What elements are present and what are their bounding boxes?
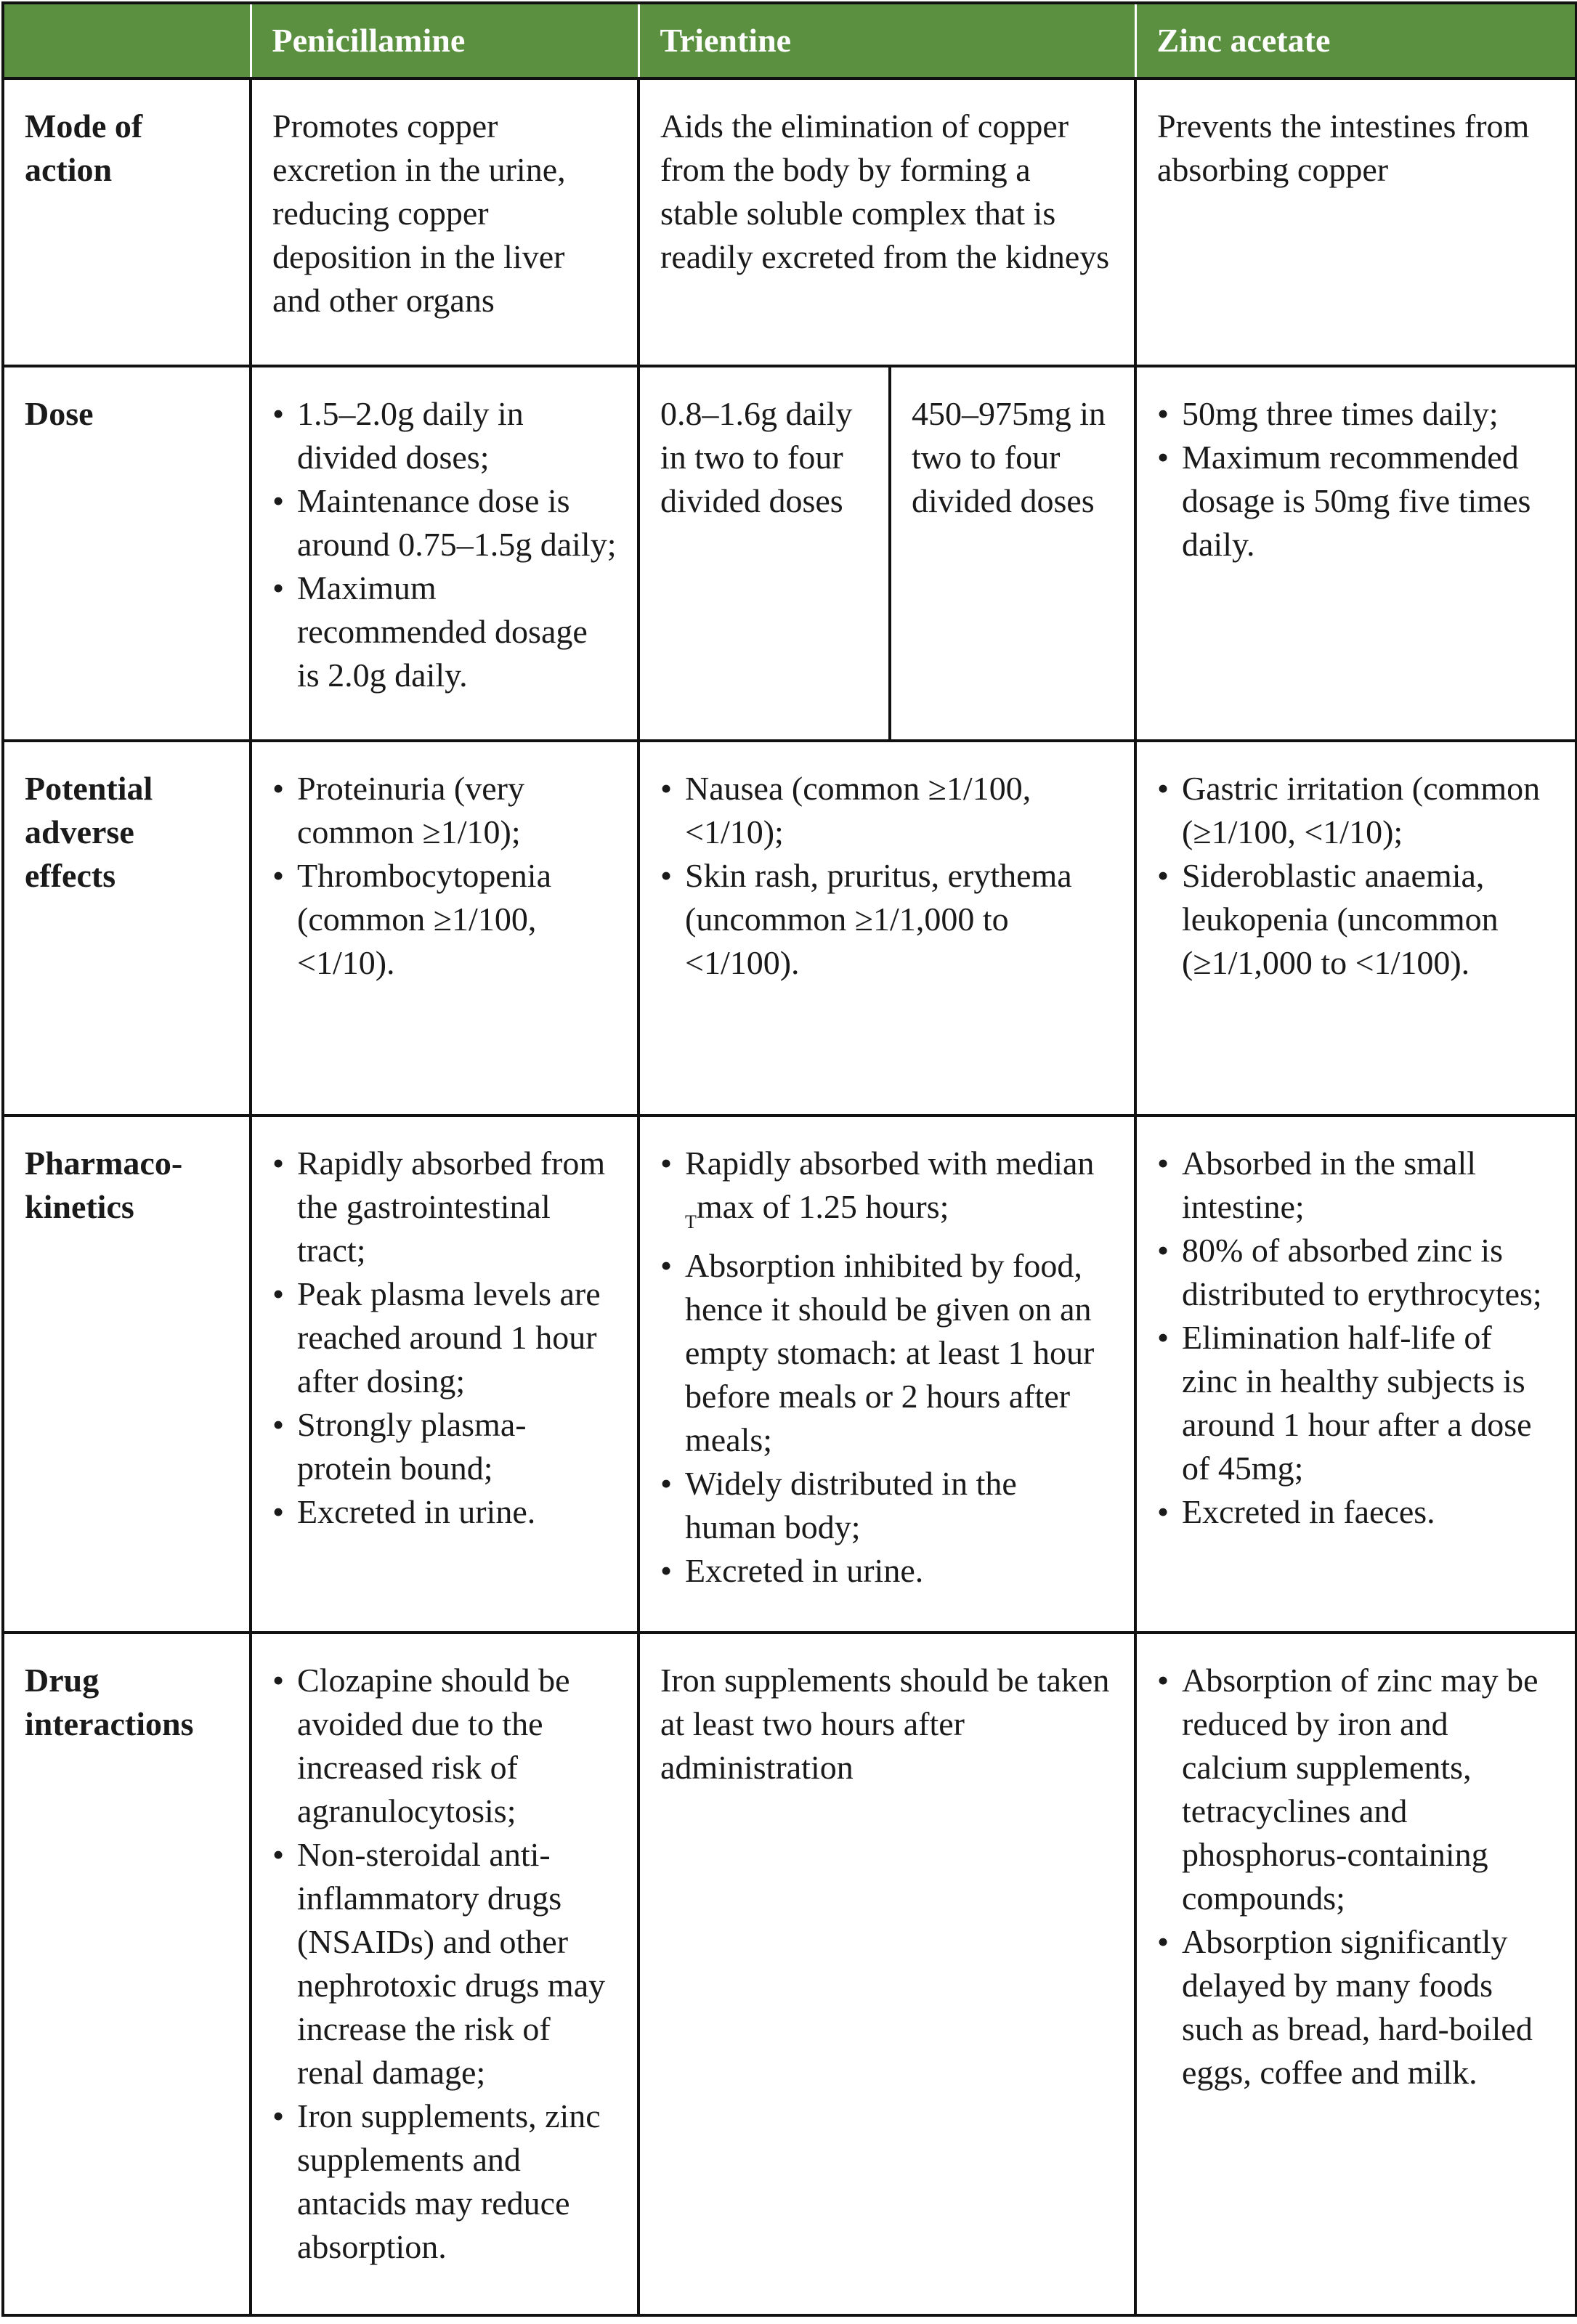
cell-trientine: Rapidly absorbed with median Tmax of 1.2… xyxy=(636,1114,1138,1634)
table-row: Dose1.5–2.0g daily in divided doses;Main… xyxy=(1,365,1577,742)
list-item: Proteinuria (very common ≥1/10); xyxy=(272,767,617,854)
bullet-list: 1.5–2.0g daily in divided doses;Maintena… xyxy=(272,392,617,697)
cell-penicillamine: Clozapine should be avoided due to the i… xyxy=(249,1631,640,2317)
row-label: Pharmaco-kinetics xyxy=(1,1114,252,1634)
cell-zinc-acetate: Absorption of zinc may be reduced by iro… xyxy=(1134,1631,1577,2317)
header-zinc-acetate: Zinc acetate xyxy=(1134,1,1577,80)
row-label: Mode of action xyxy=(1,77,252,367)
list-item: 50mg three times daily; xyxy=(1157,392,1554,436)
list-item: Iron supplements, zinc supplements and a… xyxy=(272,2095,617,2269)
header-row: Penicillamine Trientine Zinc acetate xyxy=(1,1,1577,80)
list-item: Nausea (common ≥1/100, <1/10); xyxy=(660,767,1114,854)
header-trientine: Trientine xyxy=(637,1,1137,80)
list-item: Peak plasma levels are reached around 1 … xyxy=(272,1272,617,1403)
list-item: Widely distributed in the human body; xyxy=(660,1462,1114,1549)
list-item: Absorption of zinc may be reduced by iro… xyxy=(1157,1659,1554,1920)
table-row: Drug interactionsClozapine should be avo… xyxy=(1,1631,1577,2317)
header-corner xyxy=(1,1,252,80)
list-item: Absorbed in the small intestine; xyxy=(1157,1142,1554,1229)
cell-trientine: Nausea (common ≥1/100, <1/10);Skin rash,… xyxy=(636,739,1138,1117)
list-item: Sideroblastic anaemia, leukopenia (uncom… xyxy=(1157,854,1554,985)
header-penicillamine: Penicillamine xyxy=(249,1,640,80)
bullet-list: Absorbed in the small intestine;80% of a… xyxy=(1157,1142,1554,1534)
cell-zinc-acetate: Prevents the intestines from absorbing c… xyxy=(1134,77,1577,367)
list-item: Excreted in urine. xyxy=(660,1549,1114,1593)
list-item: Maintenance dose is around 0.75–1.5g dai… xyxy=(272,479,617,566)
list-item: 1.5–2.0g daily in divided doses; xyxy=(272,392,617,479)
cell-penicillamine: Rapidly absorbed from the gastrointestin… xyxy=(249,1114,640,1634)
list-item: Maximum recommended dosage is 50mg five … xyxy=(1157,436,1554,566)
cell-penicillamine: Proteinuria (very common ≥1/10);Thromboc… xyxy=(249,739,640,1117)
list-item: Excreted in faeces. xyxy=(1157,1490,1554,1534)
bullet-list: Clozapine should be avoided due to the i… xyxy=(272,1659,617,2269)
bullet-list: Gastric irritation (common (≥1/100, <1/1… xyxy=(1157,767,1554,985)
list-item: Thrombocytopenia (common ≥1/100, <1/10). xyxy=(272,854,617,985)
list-item: 80% of absorbed zinc is distributed to e… xyxy=(1157,1229,1554,1316)
bullet-list: 50mg three times daily;Maximum recommend… xyxy=(1157,392,1554,566)
row-label: Drug interactions xyxy=(1,1631,252,2317)
cell-penicillamine: 1.5–2.0g daily in divided doses;Maintena… xyxy=(249,365,640,742)
list-item: Elimination half-life of zinc in healthy… xyxy=(1157,1316,1554,1490)
cell-trientine: Aids the elimination of copper from the … xyxy=(636,77,1138,367)
cell-zinc-acetate: 50mg three times daily;Maximum recommend… xyxy=(1134,365,1577,742)
list-item: Rapidly absorbed from the gastrointestin… xyxy=(272,1142,617,1272)
cell-penicillamine: Promotes copper excretion in the urine, … xyxy=(249,77,640,367)
list-item: Strongly plasma-protein bound; xyxy=(272,1403,617,1490)
bullet-list: Nausea (common ≥1/100, <1/10);Skin rash,… xyxy=(660,767,1114,985)
cell-trientine-2: 450–975mg in two to four divided doses xyxy=(888,365,1138,742)
list-item: Absorption significantly delayed by many… xyxy=(1157,1920,1554,2095)
bullet-list: Proteinuria (very common ≥1/10);Thromboc… xyxy=(272,767,617,985)
table-row: Mode of action Promotes copper excretion … xyxy=(1,77,1577,367)
cell-zinc-acetate: Gastric irritation (common (≥1/100, <1/1… xyxy=(1134,739,1577,1117)
list-item: Absorption inhibited by food, hence it s… xyxy=(660,1244,1114,1462)
list-item: Gastric irritation (common (≥1/100, <1/1… xyxy=(1157,767,1554,854)
bullet-list: Rapidly absorbed with median Tmax of 1.2… xyxy=(660,1142,1114,1593)
subscript: T xyxy=(685,1211,697,1232)
table-row: Potential adverse effectsProteinuria (ve… xyxy=(1,739,1577,1117)
list-item: Excreted in urine. xyxy=(272,1490,617,1534)
cell-zinc-acetate: Absorbed in the small intestine;80% of a… xyxy=(1134,1114,1577,1634)
bullet-list: Rapidly absorbed from the gastrointestin… xyxy=(272,1142,617,1534)
table-row: Pharmaco-kineticsRapidly absorbed from t… xyxy=(1,1114,1577,1634)
list-item: Skin rash, pruritus, erythema (uncommon … xyxy=(660,854,1114,985)
bullet-list: Absorption of zinc may be reduced by iro… xyxy=(1157,1659,1554,2095)
list-item: Non-steroidal anti-inflammatory drugs (N… xyxy=(272,1833,617,2095)
cell-trientine-1: 0.8–1.6g daily in two to four divided do… xyxy=(637,365,891,742)
list-item: Rapidly absorbed with median Tmax of 1.2… xyxy=(660,1142,1114,1244)
row-label: Dose xyxy=(1,365,252,742)
list-item: Maximum recommended dosage is 2.0g daily… xyxy=(272,566,617,697)
cell-trientine: Iron supplements should be taken at leas… xyxy=(636,1631,1138,2317)
list-item: Clozapine should be avoided due to the i… xyxy=(272,1659,617,1833)
row-label: Potential adverse effects xyxy=(1,739,252,1117)
